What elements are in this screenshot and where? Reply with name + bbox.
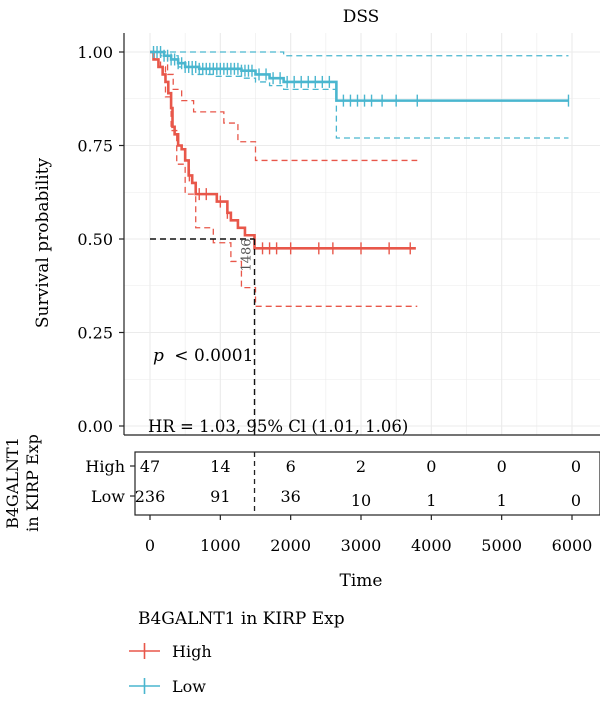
risk-table-row-label: Low	[91, 487, 125, 506]
high-upper-ci-line	[150, 51, 418, 162]
high-survival-curve	[150, 50, 416, 250]
risk-table-count: 36	[280, 487, 300, 506]
risk-table-count: 0	[571, 491, 581, 510]
low-upper-ci-line	[150, 51, 569, 57]
risk-table-count: 236	[135, 487, 166, 506]
x-tick-label: 3000	[341, 536, 382, 555]
risk-table-count: 2	[356, 457, 366, 476]
pvalue-annotation: p < 0.0001	[153, 346, 253, 366]
x-axis-label: Time	[340, 571, 383, 591]
x-tick-label: 2000	[270, 536, 311, 555]
pvalue-value: < 0.0001	[174, 346, 253, 366]
x-tick-label: 5000	[481, 536, 522, 555]
x-axis-ticks: 0 1000 2000 3000 4000 5000 6000	[145, 515, 592, 555]
y-tick-label: 0.00	[77, 417, 113, 436]
risk-table-panel	[134, 451, 600, 516]
median-time-label: 1486	[240, 238, 255, 271]
risk-table-count: 1	[497, 491, 507, 510]
plot-panel	[124, 33, 600, 435]
x-tick-label: 1000	[200, 536, 241, 555]
x-tick-label: 4000	[411, 536, 452, 555]
censor-marks	[152, 46, 570, 255]
low-legend-label: Low	[172, 677, 206, 696]
chart-title: DSS	[343, 7, 380, 27]
y-axis-label: Survival probability	[33, 157, 53, 328]
y-axis-ticks: 0.00 0.25 0.50 0.75 1.00	[77, 43, 124, 436]
risk-table-count: 6	[286, 457, 296, 476]
median-lines	[150, 238, 256, 435]
risk-table-count: 91	[210, 487, 230, 506]
risk-table-count: 14	[210, 457, 230, 476]
risk-table-row-label: High	[85, 457, 125, 476]
pvalue-symbol: p	[153, 346, 164, 366]
y-tick-label: 0.50	[77, 230, 113, 249]
x-tick-label: 6000	[552, 536, 593, 555]
risk-table-count: 0	[497, 457, 507, 476]
risk-table-count: 0	[571, 457, 581, 476]
legend-title: B4GALNT1 in KIRP Exp	[138, 609, 345, 629]
y-tick-label: 1.00	[77, 43, 113, 62]
y-tick-label: 0.75	[77, 137, 113, 156]
risk-table-count: 47	[140, 457, 160, 476]
risk-table-count: 1	[426, 491, 436, 510]
risk-table-title-line2: in KIRP Exp	[23, 434, 42, 532]
x-tick-label: 0	[145, 536, 155, 555]
risk-table-title-line1: B4GALNT1	[3, 437, 22, 529]
risk-table-count: 0	[426, 457, 436, 476]
legend: High Low	[129, 642, 212, 696]
risk-table-count: 10	[351, 491, 371, 510]
high-legend-label: High	[172, 642, 212, 661]
hr-annotation: HR = 1.03, 95% Cl (1.01, 1.06)	[148, 417, 408, 436]
y-tick-label: 0.25	[77, 324, 113, 343]
